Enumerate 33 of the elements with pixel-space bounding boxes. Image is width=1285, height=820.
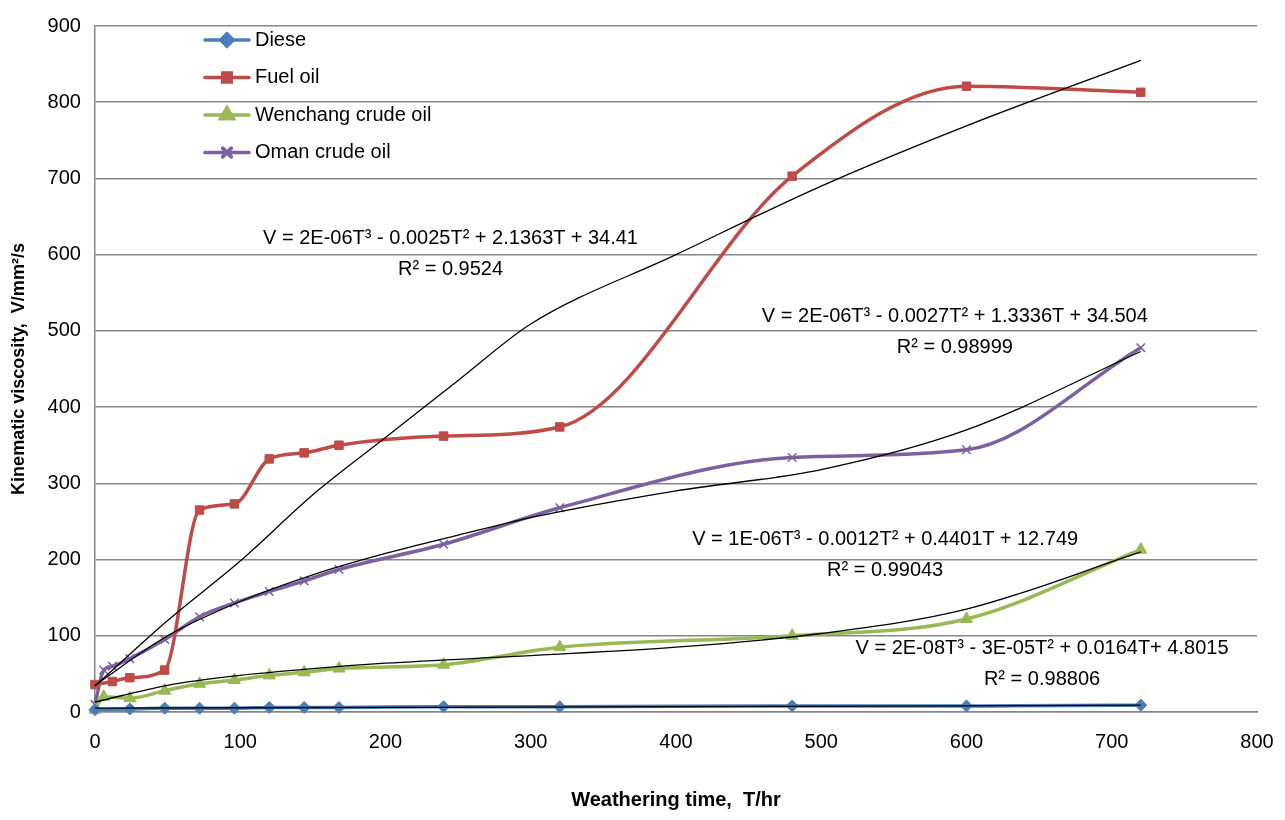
annotation: V = 2E-06T³ - 0.0025T² + 2.1363T + 34.41: [263, 226, 638, 249]
x-tick-label: 300: [514, 729, 548, 752]
legend-label: Wenchang crude oil: [254, 102, 432, 125]
y-tick-label: 300: [47, 470, 81, 493]
legend-label: Fuel oil: [254, 65, 320, 88]
x-tick-label: 700: [1095, 729, 1129, 752]
y-axis-title: Kinematic viscosity, V/mm²/s: [7, 243, 28, 495]
x-tick-label: 500: [804, 729, 838, 752]
y-tick-label: 800: [47, 89, 81, 112]
y-tick-label: 400: [47, 394, 81, 417]
y-tick-label: 500: [47, 318, 81, 341]
y-tick-label: 200: [47, 547, 81, 570]
y-tick-label: 0: [69, 699, 81, 722]
y-tick-label: 600: [47, 242, 81, 265]
annotation: R² = 0.98806: [983, 666, 1101, 689]
x-tick-label: 400: [659, 729, 693, 752]
x-tick-label: 0: [89, 729, 101, 752]
y-tick-label: 100: [47, 623, 81, 646]
annotation: R² = 0.9524: [398, 257, 504, 280]
x-tick-label: 600: [949, 729, 984, 752]
annotation: R² = 0.98999: [896, 334, 1013, 357]
annotation: R² = 0.99043: [827, 557, 944, 580]
x-tick-label: 200: [368, 729, 403, 752]
legend-label: Oman crude oil: [254, 140, 391, 163]
y-tick-label: 900: [47, 13, 81, 36]
x-tick-label: 800: [1240, 729, 1274, 752]
x-tick-label: 100: [223, 729, 257, 752]
x-axis-title: Weathering time, T/hr: [571, 787, 782, 810]
legend-label: Diese: [254, 27, 307, 50]
y-tick-label: 700: [47, 165, 81, 188]
annotation: V = 1E-06T³ - 0.0012T² + 0.4401T + 12.749: [692, 526, 1079, 549]
annotation: V = 2E-08T³ - 3E-05T² + 0.0164T+ 4.8015: [855, 636, 1229, 659]
annotation: V = 2E-06T³ - 0.0027T² + 1.3336T + 34.504: [761, 303, 1148, 326]
